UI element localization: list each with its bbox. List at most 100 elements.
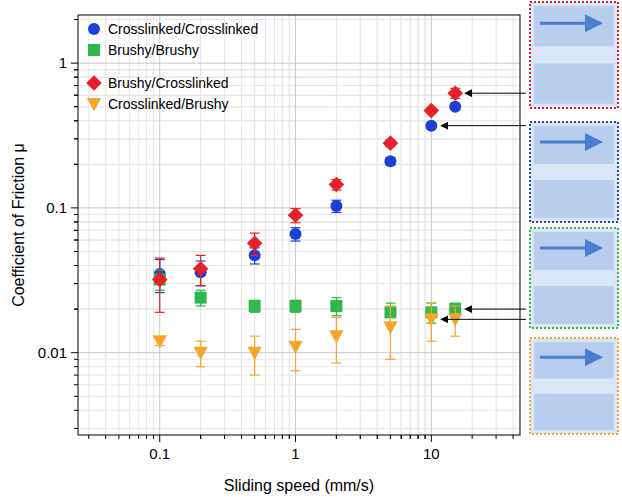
y-minor-tick xyxy=(74,69,78,70)
minor-grid xyxy=(418,15,419,435)
error-bar-cap xyxy=(426,303,436,304)
minor-grid xyxy=(78,359,520,360)
error-bar xyxy=(331,298,341,316)
x-axis-title: Sliding speed (mm/s) xyxy=(224,477,374,494)
minor-grid xyxy=(78,265,520,266)
point xyxy=(193,261,209,277)
x-minor-tick xyxy=(138,435,139,439)
x-minor-tick xyxy=(254,435,255,439)
point xyxy=(195,292,207,304)
minor-grid xyxy=(78,251,520,252)
minor-grid xyxy=(78,410,520,411)
minor-grid xyxy=(336,15,337,435)
minor-grid xyxy=(472,15,473,435)
y-minor-tick xyxy=(74,251,78,252)
minor-grid xyxy=(78,164,520,165)
y-minor-tick xyxy=(74,95,78,96)
pointer-arrow xyxy=(441,319,526,320)
y-minor-tick xyxy=(74,120,78,121)
series xyxy=(152,85,463,312)
y-minor-tick xyxy=(74,138,78,139)
y-minor-tick xyxy=(74,106,78,107)
y-minor-tick xyxy=(74,77,78,78)
schematic-frame xyxy=(530,122,618,222)
x-tick-label: 10 xyxy=(423,445,440,462)
x-minor-tick xyxy=(274,435,275,439)
y-minor-tick xyxy=(74,69,78,70)
schematic-layer xyxy=(534,286,614,324)
schematic-frame xyxy=(530,2,618,108)
x-minor-tick xyxy=(129,435,130,439)
grid xyxy=(78,15,520,435)
minor-grid xyxy=(78,366,520,367)
x-tick xyxy=(431,435,432,442)
x-minor-tick xyxy=(336,435,337,439)
point xyxy=(330,200,342,212)
schematic-layer xyxy=(534,126,614,164)
y-minor-tick xyxy=(74,375,78,376)
x-minor-tick xyxy=(513,435,514,439)
error-bar xyxy=(291,300,301,312)
x-minor-tick xyxy=(224,435,225,439)
error-bar-cap xyxy=(450,336,460,337)
error-bar-cap xyxy=(450,305,460,306)
minor-grid xyxy=(78,375,520,376)
y-minor-tick xyxy=(74,265,78,266)
schematic-layer xyxy=(534,232,614,270)
minor-grid xyxy=(401,15,402,435)
x-minor-tick xyxy=(265,435,266,439)
x-minor-tick xyxy=(390,435,391,439)
x-minor-tick xyxy=(282,435,283,439)
minor-grid xyxy=(105,15,106,435)
y-minor-tick xyxy=(74,309,78,310)
x-minor-tick xyxy=(118,435,119,439)
plot-frame xyxy=(78,15,520,435)
schematic-arrow xyxy=(540,356,600,359)
minor-grid xyxy=(78,138,520,139)
legend-label: Brushy/Crosslinked xyxy=(108,75,229,91)
y-minor-tick xyxy=(74,85,78,86)
schematic xyxy=(441,122,618,222)
error-bar-cap xyxy=(331,317,341,318)
point xyxy=(152,272,168,288)
minor-grid xyxy=(78,120,520,121)
x-minor-tick xyxy=(241,435,242,439)
x-tick xyxy=(159,435,160,442)
x-minor-tick xyxy=(224,435,225,439)
schematic-arrow xyxy=(540,141,600,144)
point xyxy=(329,330,343,343)
minor-grid xyxy=(390,15,391,435)
minor-grid xyxy=(390,15,391,435)
y-minor-tick xyxy=(74,120,78,121)
x-minor-tick xyxy=(360,435,361,439)
x-minor-tick xyxy=(425,435,426,439)
point xyxy=(383,135,399,151)
error-bar-cap xyxy=(196,285,206,286)
error-bar-cap xyxy=(250,232,260,233)
y-minor-tick xyxy=(74,77,78,78)
axes: 0.11100.010.11 xyxy=(38,20,513,462)
error-bar-cap xyxy=(385,305,395,306)
schematic-frame xyxy=(530,338,618,434)
error-bar xyxy=(291,228,301,241)
minor-grid xyxy=(289,15,290,435)
y-minor-tick xyxy=(74,230,78,231)
minor-grid xyxy=(78,221,520,222)
legend: Crosslinked/CrosslinkedBrushy/BrushyBrus… xyxy=(86,21,258,112)
minor-grid xyxy=(78,384,520,385)
error-bar-cap xyxy=(196,366,206,367)
point xyxy=(329,177,345,193)
y-axis-title: Coefficient of Friction μ xyxy=(10,143,27,307)
error-bar xyxy=(331,200,341,212)
y-minor-tick xyxy=(74,164,78,165)
y-minor-tick xyxy=(74,19,78,20)
minor-grid xyxy=(78,120,520,121)
y-minor-tick xyxy=(74,221,78,222)
y-minor-tick xyxy=(74,410,78,411)
point xyxy=(448,313,462,326)
minor-grid xyxy=(336,15,337,435)
minor-grid xyxy=(496,15,497,435)
y-minor-tick xyxy=(74,95,78,96)
minor-grid xyxy=(254,15,255,435)
y-minor-tick xyxy=(74,240,78,241)
